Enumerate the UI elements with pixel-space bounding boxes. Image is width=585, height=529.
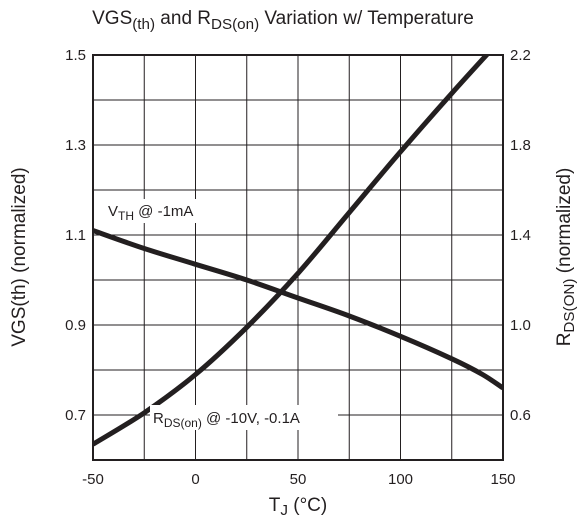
y-right-tick-labels: 2.2 1.8 1.4 1.0 0.6 <box>510 47 531 424</box>
vth-series-line <box>93 228 503 391</box>
x-tick-label: 150 <box>490 471 515 488</box>
rds-series-label: RDS(on) @ -10V, -0.1A <box>153 410 300 430</box>
x-axis-label: TJ (°C) <box>269 495 327 519</box>
vth-series-label: VTH @ -1mA <box>108 203 193 223</box>
y-right-tick-label: 0.6 <box>510 407 531 424</box>
x-tick-label: -50 <box>82 471 104 488</box>
plot-frame <box>92 54 504 461</box>
chart-title: VGS(th) and RDS(on) Variation w/ Tempera… <box>92 8 474 33</box>
plot-area <box>92 54 504 461</box>
grid <box>93 55 503 460</box>
x-tick-labels: -50 0 50 100 150 <box>82 471 515 488</box>
y-left-tick-label: 1.5 <box>65 47 86 64</box>
y-right-axis-label: RDS(ON) (normalized) <box>554 168 578 347</box>
y-right-tick-label: 2.2 <box>510 47 531 64</box>
y-left-tick-label: 1.3 <box>65 137 86 154</box>
y-left-tick-labels: 1.5 1.3 1.1 0.9 0.7 <box>65 47 86 424</box>
y-right-tick-label: 1.8 <box>510 137 531 154</box>
y-right-tick-label: 1.4 <box>510 227 531 244</box>
y-left-tick-label: 1.1 <box>65 227 86 244</box>
y-right-tick-label: 1.0 <box>510 317 531 334</box>
series-layer <box>93 55 503 447</box>
y-left-tick-label: 0.7 <box>65 407 86 424</box>
rds-annotation-bg <box>150 405 338 430</box>
y-left-axis-label: VGS(th) (normalized) <box>9 167 30 347</box>
x-tick-label: 0 <box>191 471 199 488</box>
rds-series-line <box>93 55 490 447</box>
vth-annotation-bg <box>104 199 236 223</box>
x-tick-label: 50 <box>290 471 307 488</box>
x-tick-label: 100 <box>388 471 413 488</box>
y-left-tick-label: 0.9 <box>65 317 86 334</box>
